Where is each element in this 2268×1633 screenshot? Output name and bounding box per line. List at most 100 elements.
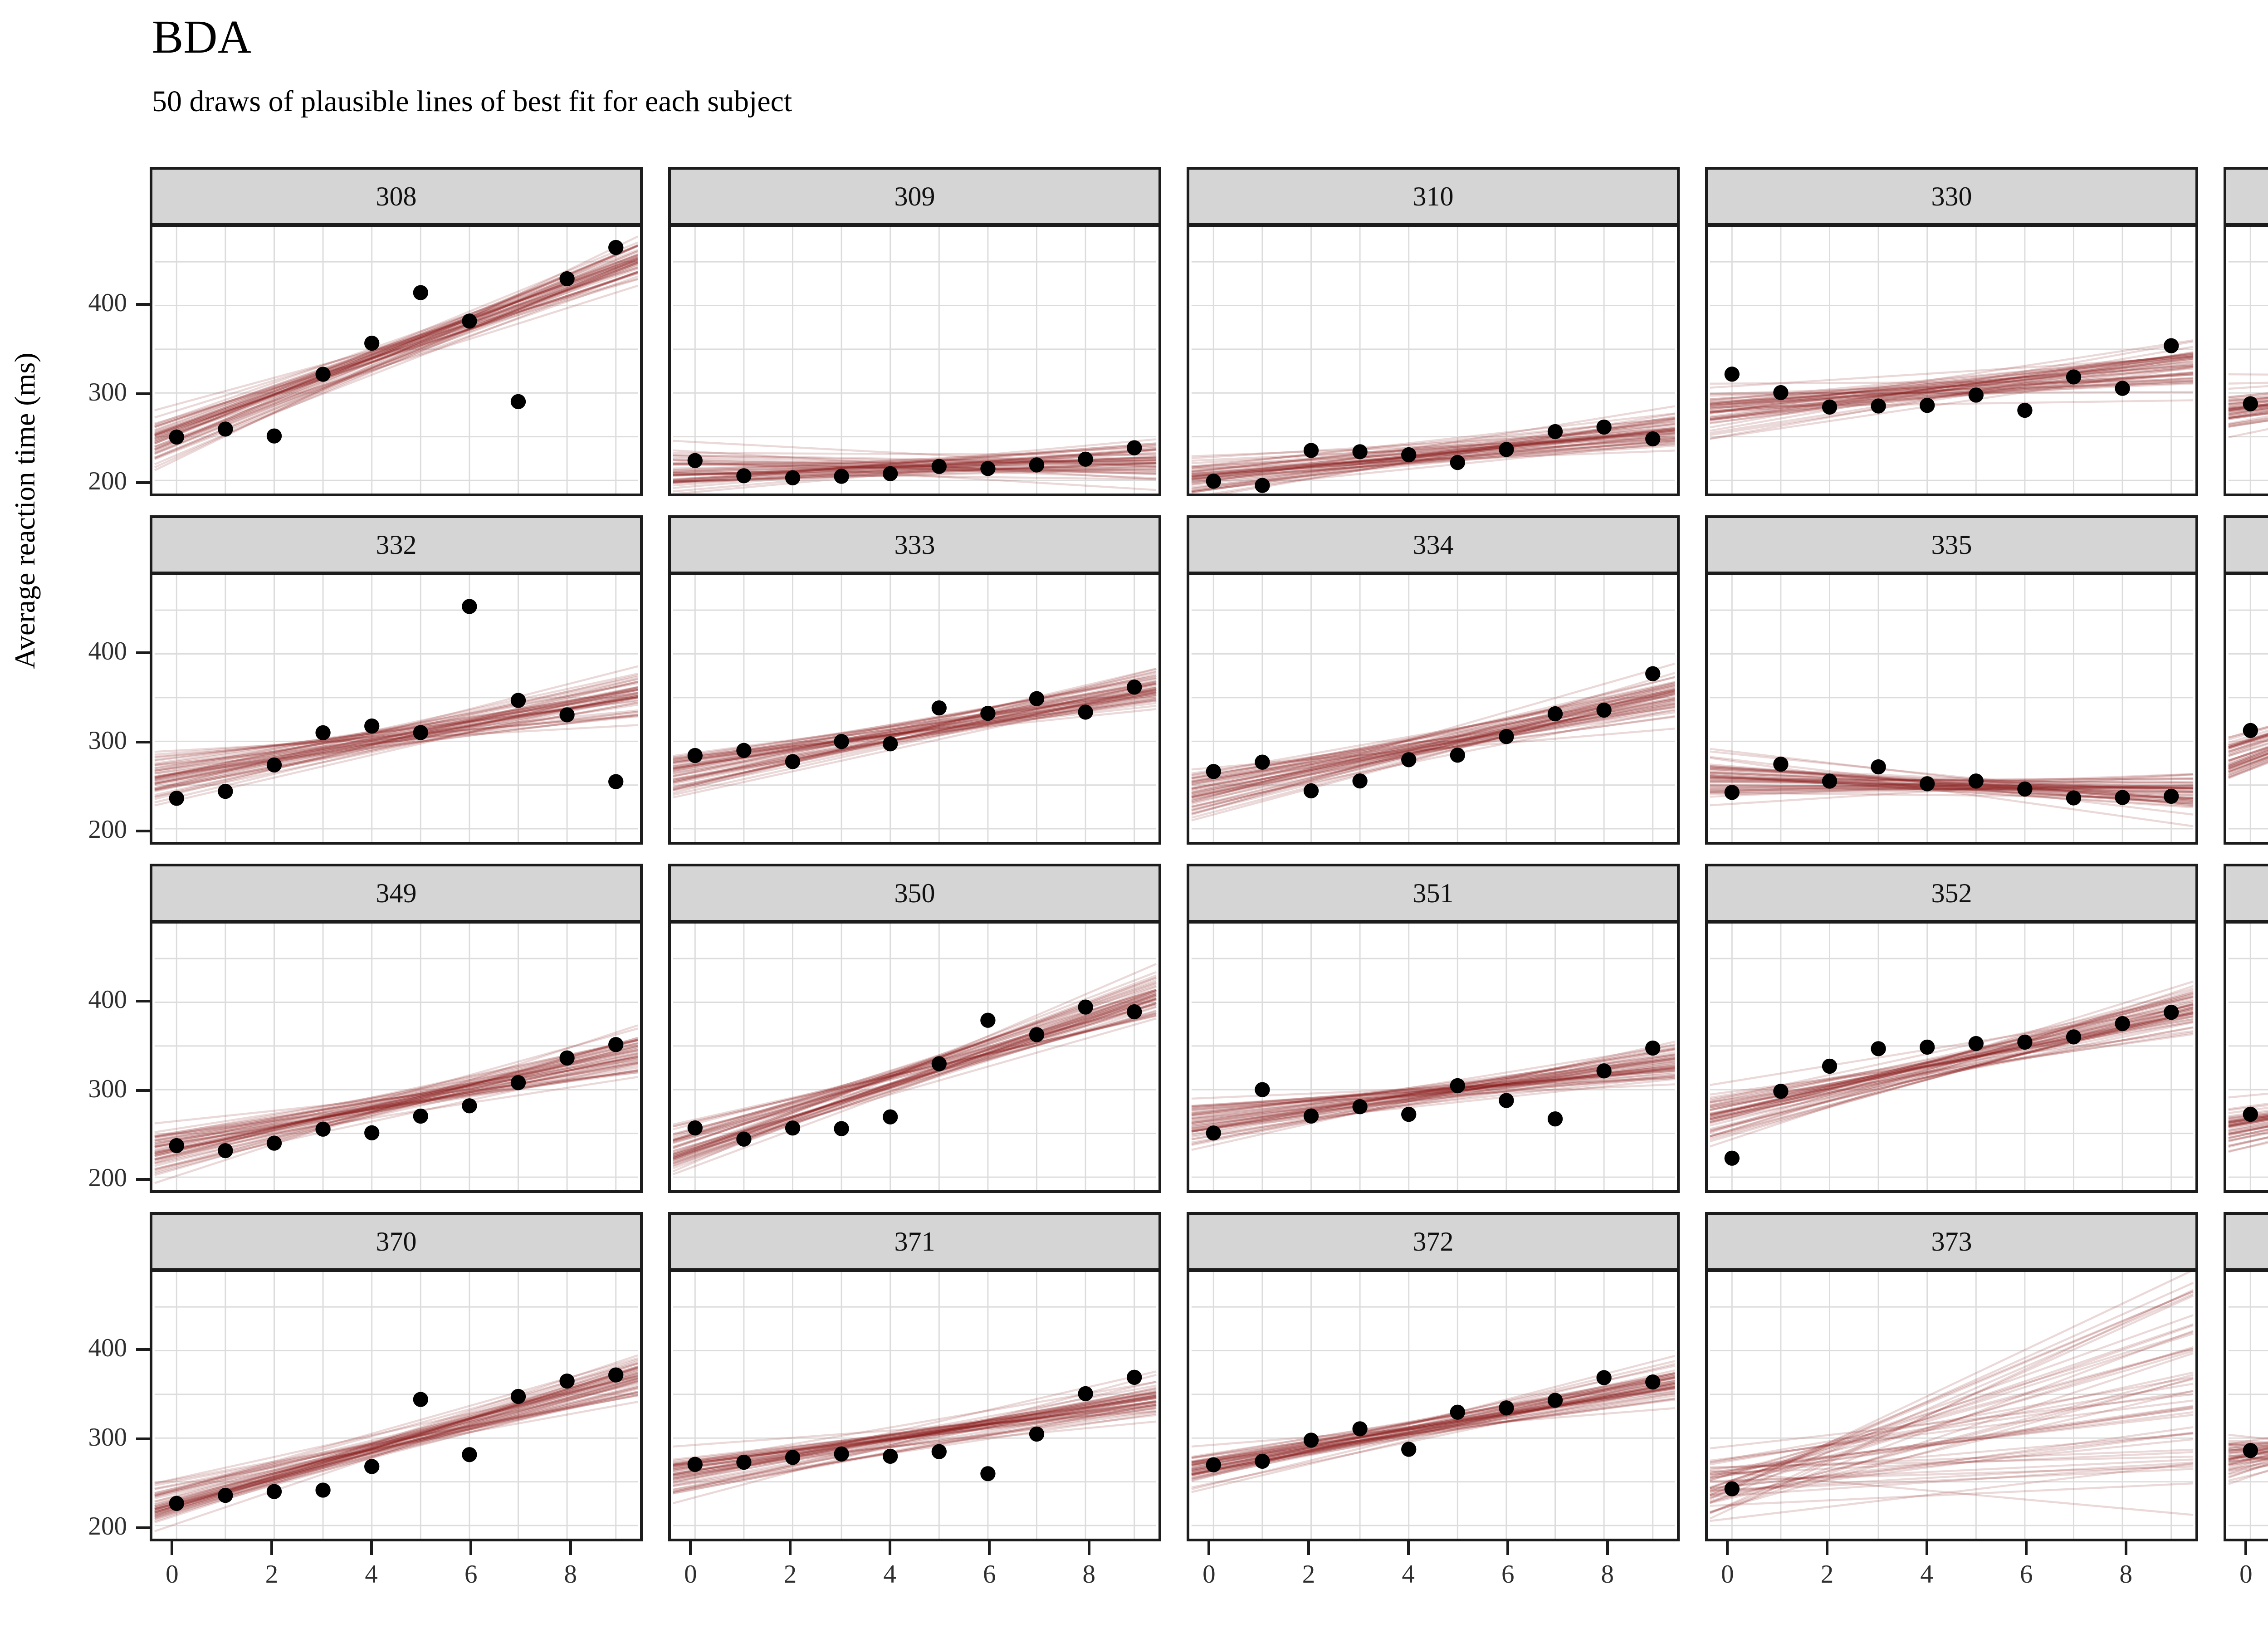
data-point [1401, 1107, 1417, 1122]
data-point [1255, 478, 1270, 493]
data-point [834, 1121, 849, 1136]
data-point [608, 1037, 624, 1052]
facet-plot [1187, 921, 1680, 1193]
data-point [1401, 447, 1417, 463]
regression-draws [673, 963, 1157, 1175]
data-point [736, 1454, 752, 1470]
data-point [169, 1496, 184, 1511]
data-point [266, 1484, 282, 1499]
regression-draws [1191, 1041, 1675, 1151]
data-point [883, 1448, 898, 1464]
regression-draws [154, 665, 638, 807]
x-tick-mark [1407, 1541, 1410, 1555]
regression-draws [1191, 405, 1675, 494]
y-tick-mark [136, 1178, 150, 1181]
data-point [1822, 1058, 1838, 1074]
data-point [687, 748, 703, 763]
data-point [883, 736, 898, 752]
data-point [1822, 773, 1838, 789]
facet-strip: 352 [1705, 864, 2198, 923]
facet-panel: 332 [150, 515, 643, 846]
facet-strip: 349 [150, 864, 643, 923]
x-tick-label: 4 [365, 1560, 378, 1589]
x-tick-mark [370, 1541, 373, 1555]
data-point [1773, 1084, 1789, 1099]
data-point [1078, 999, 1093, 1015]
data-point [1206, 1125, 1221, 1141]
data-point [1645, 1040, 1661, 1056]
data-point [169, 429, 184, 445]
facet-strip-label: 349 [376, 878, 417, 908]
x-tick-label: 0 [166, 1560, 179, 1589]
data-point [1968, 387, 1984, 403]
data-point [980, 1012, 996, 1028]
data-point [883, 466, 898, 481]
y-tick-label: 200 [88, 1512, 127, 1541]
facet-plot [1187, 1269, 1680, 1541]
data-point [559, 1050, 575, 1066]
data-point [1871, 1041, 1886, 1056]
x-tick-mark [988, 1541, 991, 1555]
y-tick-mark [136, 1000, 150, 1003]
y-tick-mark [136, 651, 150, 655]
x-tick-label: 2 [265, 1560, 279, 1589]
facet-panel: 370 [150, 1212, 643, 1543]
data-point [218, 421, 233, 437]
facet-plot [2224, 1269, 2268, 1541]
data-point [364, 1125, 380, 1140]
x-tick-label: 0 [1202, 1560, 1216, 1589]
x-tick-label: 8 [1082, 1560, 1096, 1589]
data-point [1822, 399, 1838, 415]
facet-panel: 350 [668, 864, 1161, 1195]
data-point [931, 1056, 947, 1071]
data-point [559, 707, 575, 723]
x-tick-label: 2 [783, 1560, 797, 1589]
data-point [1401, 1442, 1417, 1457]
x-tick-label: 6 [2019, 1560, 2033, 1589]
y-tick-mark [136, 392, 150, 395]
data-point [1547, 706, 1563, 722]
data-point [785, 470, 801, 485]
x-tick-mark [1307, 1541, 1310, 1555]
data-point [1645, 431, 1661, 447]
facet-strip: 351 [1187, 864, 1680, 923]
regression-draws [1191, 1354, 1675, 1493]
facet-plot [150, 224, 643, 496]
x-tick-mark [171, 1541, 174, 1555]
x-tick-mark [1207, 1541, 1211, 1555]
data-point [1029, 457, 1045, 473]
facet-plot [1705, 224, 2198, 496]
data-point [1596, 419, 1612, 435]
data-point [1450, 455, 1465, 470]
facet-strip-label: 372 [1413, 1226, 1454, 1257]
data-point [1352, 444, 1368, 460]
facet-plot [2224, 921, 2268, 1193]
facet-strip: 331 [2224, 167, 2268, 226]
x-tick-mark [888, 1541, 891, 1555]
facet-strip: 374 [2224, 1212, 2268, 1271]
facet-strip-label: 350 [894, 878, 935, 908]
data-point [510, 1075, 526, 1090]
x-tick-label: 0 [684, 1560, 697, 1589]
data-point [1029, 691, 1045, 706]
data-point [608, 240, 624, 255]
x-tick-label: 8 [1601, 1560, 1614, 1589]
x-tick-label: 4 [883, 1560, 896, 1589]
facet-strip: 370 [150, 1212, 643, 1271]
facet-strip: 373 [1705, 1212, 2198, 1271]
data-point [1920, 776, 1935, 792]
facet-plot [668, 1269, 1161, 1541]
data-point [1029, 1426, 1045, 1442]
data-point [2115, 790, 2130, 805]
regression-draws [154, 1024, 638, 1184]
data-point [364, 335, 380, 351]
y-tick-mark [136, 740, 150, 743]
data-point [462, 1447, 477, 1462]
data-point [559, 1373, 575, 1389]
facet-panel: 335 [1705, 515, 2198, 846]
x-tick-label: 2 [1302, 1560, 1315, 1589]
data-point [834, 469, 849, 484]
x-tick-mark [2025, 1541, 2028, 1555]
facet-strip-label: 351 [1413, 878, 1454, 908]
x-tick-mark [789, 1541, 792, 1555]
